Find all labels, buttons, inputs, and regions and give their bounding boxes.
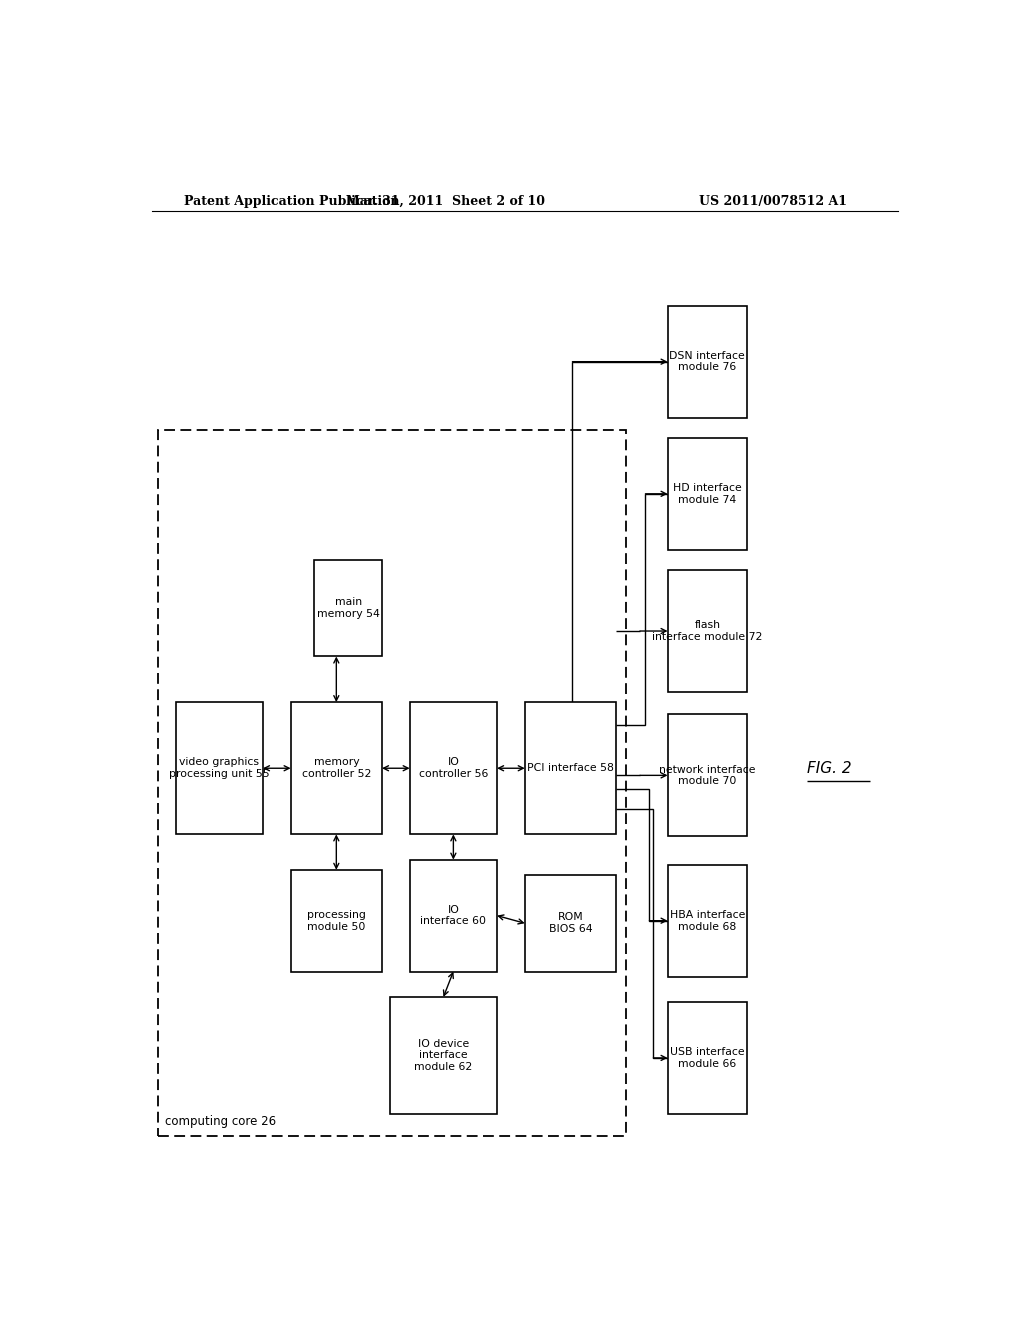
Text: ROM
BIOS 64: ROM BIOS 64 bbox=[549, 912, 592, 935]
FancyBboxPatch shape bbox=[668, 306, 748, 417]
Text: HBA interface
module 68: HBA interface module 68 bbox=[670, 909, 745, 932]
FancyBboxPatch shape bbox=[291, 702, 382, 834]
FancyBboxPatch shape bbox=[410, 859, 497, 972]
Text: network interface
module 70: network interface module 70 bbox=[659, 764, 756, 787]
Text: Mar. 31, 2011  Sheet 2 of 10: Mar. 31, 2011 Sheet 2 of 10 bbox=[346, 194, 545, 207]
FancyBboxPatch shape bbox=[668, 714, 748, 837]
Text: memory
controller 52: memory controller 52 bbox=[302, 758, 371, 779]
FancyBboxPatch shape bbox=[314, 560, 382, 656]
Text: IO
interface 60: IO interface 60 bbox=[421, 904, 486, 927]
FancyBboxPatch shape bbox=[668, 438, 748, 549]
Text: processing
module 50: processing module 50 bbox=[307, 909, 366, 932]
Text: main
memory 54: main memory 54 bbox=[316, 598, 380, 619]
Text: IO device
interface
module 62: IO device interface module 62 bbox=[415, 1039, 473, 1072]
FancyBboxPatch shape bbox=[390, 997, 497, 1114]
Text: US 2011/0078512 A1: US 2011/0078512 A1 bbox=[699, 194, 848, 207]
FancyBboxPatch shape bbox=[668, 865, 748, 977]
FancyBboxPatch shape bbox=[410, 702, 497, 834]
FancyBboxPatch shape bbox=[176, 702, 263, 834]
Text: flash
interface module 72: flash interface module 72 bbox=[652, 620, 763, 642]
Text: video graphics
processing unit 55: video graphics processing unit 55 bbox=[169, 758, 269, 779]
Text: computing core 26: computing core 26 bbox=[165, 1115, 275, 1129]
Text: HD interface
module 74: HD interface module 74 bbox=[673, 483, 741, 504]
Text: DSN interface
module 76: DSN interface module 76 bbox=[670, 351, 745, 372]
FancyBboxPatch shape bbox=[524, 702, 616, 834]
Text: PCI interface 58: PCI interface 58 bbox=[527, 763, 613, 774]
FancyBboxPatch shape bbox=[668, 1002, 748, 1114]
Text: USB interface
module 66: USB interface module 66 bbox=[670, 1047, 744, 1069]
Text: Patent Application Publication: Patent Application Publication bbox=[183, 194, 399, 207]
FancyBboxPatch shape bbox=[291, 870, 382, 972]
Text: IO
controller 56: IO controller 56 bbox=[419, 758, 488, 779]
FancyBboxPatch shape bbox=[668, 570, 748, 692]
Text: FIG. 2: FIG. 2 bbox=[807, 760, 851, 776]
FancyBboxPatch shape bbox=[524, 875, 616, 972]
